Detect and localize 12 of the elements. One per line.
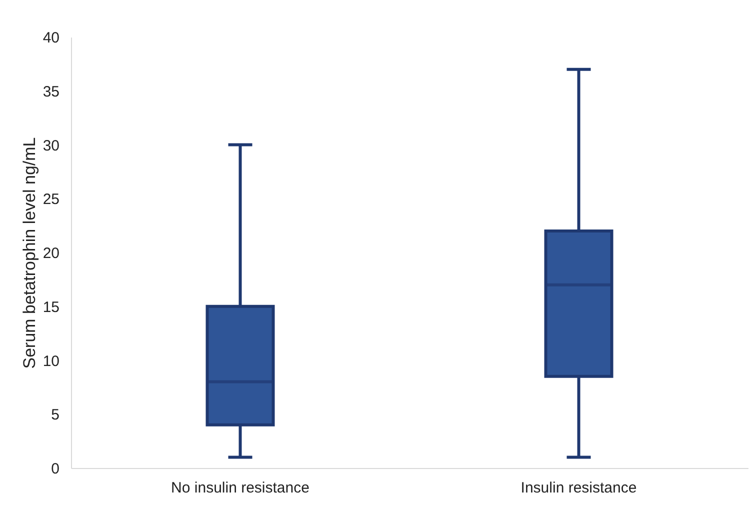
y-tick-label: 20: [42, 245, 60, 262]
y-tick-label: 40: [42, 30, 60, 46]
y-tick-label: 5: [51, 406, 60, 424]
y-tick-label: 15: [42, 298, 60, 316]
y-tick-label: 10: [42, 352, 60, 370]
y-axis-title: Serum betatrophin level ng/mL: [20, 137, 39, 369]
x-tick-label: No insulin resistance: [171, 480, 310, 496]
y-tick-label: 35: [42, 83, 60, 100]
x-tick-label: Insulin resistance: [520, 480, 637, 496]
y-tick-label: 30: [42, 137, 60, 154]
y-tick-label: 0: [51, 460, 60, 478]
y-tick-label: 25: [42, 191, 60, 208]
